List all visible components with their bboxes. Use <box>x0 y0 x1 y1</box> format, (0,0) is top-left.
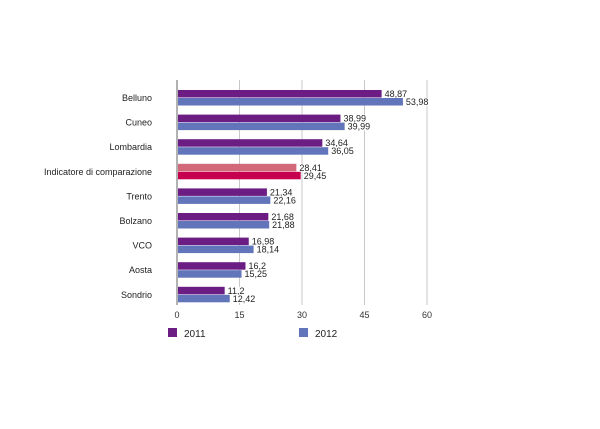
data-label-bg <box>271 221 300 229</box>
bar-2011 <box>178 139 323 147</box>
data-label-bg <box>302 171 331 180</box>
data-label-bg <box>330 147 359 156</box>
x-tick-label: 60 <box>422 310 432 320</box>
bar-2012 <box>178 270 242 278</box>
data-label: 16,2 <box>249 261 267 271</box>
data-label-bg <box>247 262 271 271</box>
data-label-bg <box>346 122 375 131</box>
data-label: 48,87 <box>385 89 408 99</box>
category-label: Sondrio <box>121 290 152 300</box>
data-label: 21,68 <box>271 212 294 222</box>
category-label: Cuneo <box>125 118 152 128</box>
data-label: 29,45 <box>304 171 327 181</box>
data-label: 18,14 <box>257 245 280 255</box>
data-label: 16,98 <box>252 237 275 247</box>
data-label-bg <box>268 188 297 197</box>
data-label-bg <box>272 196 301 205</box>
bar-2012 <box>178 98 403 106</box>
data-label: 36,05 <box>331 146 354 156</box>
bar-2011 <box>178 262 246 270</box>
data-label-bg <box>404 98 433 106</box>
x-tick-label: 30 <box>297 310 307 320</box>
legend-label: 2011 <box>184 329 206 340</box>
bar-2011 <box>178 90 382 98</box>
category-label: Lombardia <box>109 142 152 152</box>
legend-swatch-2011 <box>168 328 177 337</box>
data-label: 38,99 <box>343 114 366 124</box>
data-label-bg <box>250 237 279 246</box>
data-label: 21,34 <box>270 187 293 197</box>
legend-label: 2012 <box>315 329 338 340</box>
bar-2011 <box>178 213 269 221</box>
category-label: Trento <box>126 191 152 201</box>
bar-2012 <box>178 147 329 155</box>
data-label-bg <box>270 213 299 221</box>
category-label: Aosta <box>129 265 152 275</box>
data-label-bg <box>226 286 250 295</box>
x-tick-label: 45 <box>359 310 369 320</box>
category-label: Indicatore di comparazione <box>44 167 152 177</box>
legend-swatch-2012 <box>299 328 308 337</box>
data-label-bg <box>231 294 260 303</box>
bar-2012 <box>178 171 301 180</box>
data-label-bg <box>383 90 412 98</box>
bar-2012 <box>178 221 270 229</box>
data-label-bg <box>298 163 327 172</box>
data-label-bg <box>243 270 272 279</box>
data-label: 11,2 <box>228 286 245 296</box>
bar-2011 <box>178 286 225 295</box>
category-label: Belluno <box>122 93 152 103</box>
data-label: 21,88 <box>272 220 295 230</box>
x-tick-label: 0 <box>174 310 179 320</box>
data-label: 28,41 <box>299 163 322 173</box>
data-label-bg <box>342 114 371 123</box>
bar-2012 <box>178 196 271 204</box>
data-label: 22,16 <box>273 195 296 205</box>
data-label: 39,99 <box>348 122 371 132</box>
data-label: 53,98 <box>406 97 429 107</box>
data-label-bg <box>255 245 284 254</box>
bar-2011 <box>178 114 341 123</box>
bar-2011 <box>178 188 267 196</box>
bar-2012 <box>178 245 254 254</box>
data-label: 12,42 <box>233 294 256 304</box>
bar-2011 <box>178 163 297 172</box>
bar-2012 <box>178 122 345 131</box>
bar-2011 <box>178 237 249 246</box>
bar-2012 <box>178 294 230 303</box>
data-label-bg <box>324 139 353 148</box>
data-label: 15,25 <box>245 269 268 279</box>
data-label: 34,64 <box>325 138 348 148</box>
category-label: Bolzano <box>119 216 152 226</box>
category-label: VCO <box>132 241 152 251</box>
x-tick-label: 15 <box>234 310 244 320</box>
